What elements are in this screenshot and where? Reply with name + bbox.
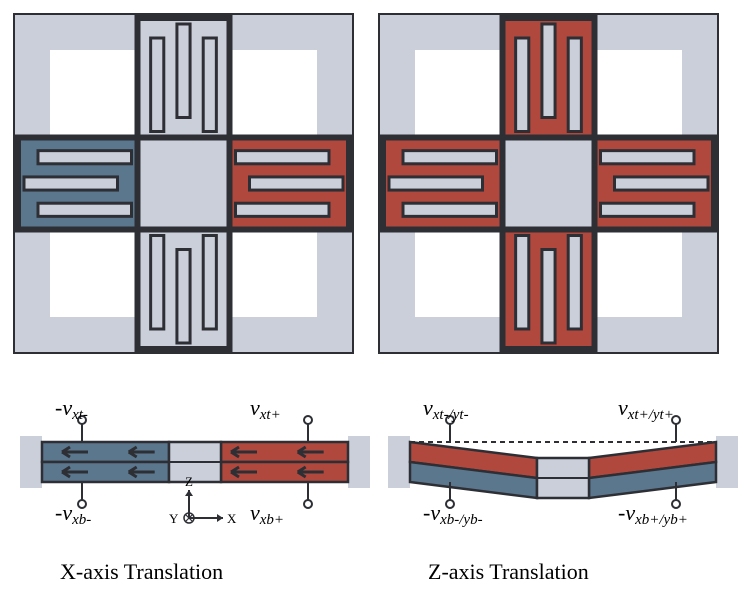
voltage-label-tl: -vxt- — [55, 395, 88, 421]
svg-text:X: X — [227, 511, 237, 526]
z-translation-top — [371, 6, 726, 361]
svg-text:Z: Z — [185, 474, 193, 489]
svg-text:Y: Y — [169, 511, 179, 526]
z-side: vxt-/yt-vxt+/yt+ -vxb-/yb- -vxb+/yb+ Z-axis… — [388, 367, 738, 585]
voltage-label-tr: vxt+/yt+ — [618, 395, 674, 421]
voltage-label-br: -vxb+/yb+ — [618, 500, 688, 526]
x-translation-top — [6, 6, 361, 361]
voltage-label-tr: vxt+ — [250, 395, 281, 421]
x-side: X Z Y -vxt-vxt+ -vxb-vxb+ X-axis Translati… — [20, 367, 370, 585]
caption: X-axis Translation — [60, 559, 370, 585]
voltage-label-tl: vxt-/yt- — [423, 395, 469, 421]
voltage-label-bl: -vxb- — [55, 500, 91, 526]
voltage-label-bl: -vxb-/yb- — [423, 500, 483, 526]
caption: Z-axis Translation — [428, 559, 738, 585]
voltage-label-br: vxb+ — [250, 500, 284, 526]
